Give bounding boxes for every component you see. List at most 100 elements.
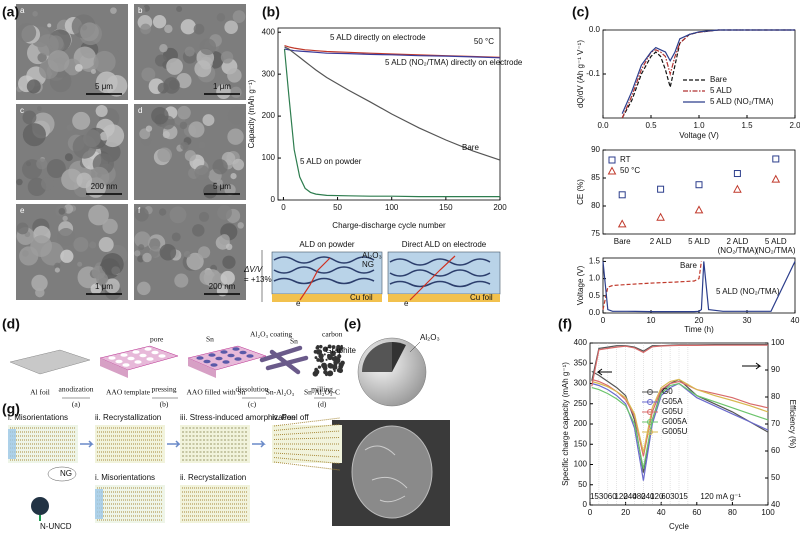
d-schematic: Al foil pore AAO template Sn AAO filled …: [9, 330, 345, 409]
pointer: [409, 341, 421, 353]
x-tick-label: 60: [692, 508, 701, 517]
pore: [134, 360, 142, 364]
label: Sn-Al₂O₃: [266, 388, 295, 397]
carbon-dot: [327, 344, 332, 349]
texture: [227, 128, 244, 145]
texture: [216, 179, 223, 186]
step-label: dissolution: [236, 385, 269, 394]
label: N-UNCD: [40, 522, 72, 531]
label: Sn: [290, 337, 298, 346]
rate-label: 120: [614, 492, 628, 501]
texture: [62, 215, 68, 222]
carbon-dot: [327, 353, 331, 358]
arrow: [742, 362, 762, 370]
texture: [41, 177, 55, 191]
label: e: [404, 299, 409, 308]
carbon-dot: [328, 363, 334, 369]
texture: [30, 235, 53, 257]
label: Al foil: [30, 388, 50, 397]
x-tick-label: 40: [791, 316, 800, 325]
texture: [232, 158, 245, 171]
pore: [139, 353, 147, 358]
texture: [47, 50, 70, 72]
carbon-dot: [315, 349, 322, 355]
y-axis-label: CE (%): [576, 179, 585, 205]
pore: [196, 356, 204, 360]
bubble: [47, 466, 77, 482]
series-label: 5 ALD (NO₂/TMA): [716, 287, 780, 296]
series-line: [602, 261, 702, 310]
arrow: [80, 440, 94, 448]
rate-label: 15: [679, 492, 688, 501]
y-tick-label: 400: [574, 338, 588, 347]
x-tick-label: 200: [493, 203, 507, 212]
texture: [26, 79, 41, 94]
legend-label: G005U: [662, 427, 688, 436]
x-tick-label: 10: [647, 316, 656, 325]
texture: [141, 67, 156, 82]
y-tick-label: 0: [271, 195, 276, 204]
y-tick-label: 80: [591, 201, 600, 210]
panel-label: (f): [558, 316, 572, 332]
point: [771, 174, 781, 183]
label: Al₂O₃: [362, 251, 382, 260]
y-tick-label: 0: [583, 500, 588, 509]
texture: [159, 43, 168, 53]
step-id: (d): [318, 400, 327, 409]
label: Sn-Al₂O₃-C: [304, 388, 340, 397]
scale-label: 5 μm: [95, 82, 113, 91]
texture: [96, 272, 109, 285]
texture: [88, 166, 110, 188]
rate-label: 60: [661, 492, 670, 501]
series-line: [591, 344, 768, 381]
texture: [188, 121, 205, 138]
pore: [120, 353, 128, 357]
chart: 0 100 200 300 400 0 50 100 150 200 Charge-discharg…: [247, 27, 507, 230]
texture: [212, 159, 228, 175]
texture: [194, 165, 210, 181]
texture: [224, 184, 236, 196]
label: = +13%: [244, 275, 272, 284]
label: ΔV/V: [243, 265, 263, 274]
y-tick-label: 250: [574, 399, 588, 408]
panel-label: (g): [2, 401, 20, 417]
y-axis-label: Voltage (V): [576, 265, 585, 305]
texture: [198, 141, 206, 149]
pore: [203, 359, 211, 364]
texture: [16, 222, 29, 235]
carbon-dot: [340, 360, 345, 366]
series-line: [621, 29, 795, 114]
texture: [174, 273, 189, 288]
texture: [224, 20, 238, 35]
x-axis-label: Charge-discharge cycle number: [332, 221, 446, 230]
texture: [216, 84, 231, 100]
texture: [80, 22, 99, 42]
series-label: Bare: [680, 261, 697, 270]
texture: [22, 110, 37, 125]
x-tick-label: 2 ALD: [650, 237, 672, 246]
x-tick-label: 0: [601, 316, 606, 325]
y2-tick-label: 90: [771, 365, 780, 374]
texture: [73, 236, 89, 252]
label: e: [296, 299, 301, 308]
x-axis-label: Cycle: [669, 522, 690, 531]
x-tick-label: 0: [588, 508, 593, 517]
carbon-dot: [318, 357, 324, 363]
steps: anodization (a) pressing (b) dissolution (c) m…: [59, 385, 336, 409]
texture: [225, 243, 233, 251]
legend-label: 50 °C: [620, 166, 640, 175]
y-tick-label: 50: [578, 480, 587, 489]
carbon-dot: [328, 357, 331, 360]
aao-sn: [187, 345, 267, 371]
sub-label: c: [20, 106, 24, 115]
x-tick-label: 150: [439, 203, 453, 212]
texture: [193, 23, 205, 35]
carbon-dot: [331, 345, 336, 349]
pore: [220, 350, 228, 354]
x-tick-label: 2.0: [789, 121, 800, 130]
texture: [77, 261, 83, 267]
legend-label: G05A: [662, 397, 683, 406]
texture: [164, 24, 173, 34]
texture: [194, 60, 212, 78]
texture: [202, 114, 215, 127]
